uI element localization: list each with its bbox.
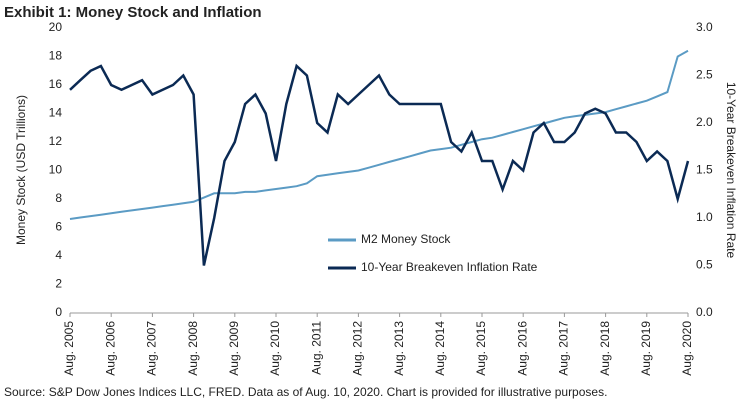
y2-tick-label: 0.5 <box>696 258 713 272</box>
x-tick-label: Aug. 2017 <box>557 321 571 376</box>
x-tick-label: Aug. 2005 <box>62 321 76 376</box>
y2-tick-label: 1.5 <box>696 163 713 177</box>
legend-label: M2 Money Stock <box>361 232 451 246</box>
x-tick-label: Aug. 2019 <box>639 321 653 376</box>
legend-label: 10-Year Breakeven Inflation Rate <box>361 260 538 274</box>
y-tick-label: 14 <box>49 106 63 120</box>
y-tick-label: 0 <box>55 305 62 319</box>
y-tick-label: 10 <box>49 163 63 177</box>
y-tick-label: 20 <box>49 20 63 34</box>
source-note: Source: S&P Dow Jones Indices LLC, FRED.… <box>4 385 607 399</box>
y2-tick-label: 2.5 <box>696 68 713 82</box>
y2-tick-label: 2.0 <box>696 115 713 129</box>
y2-tick-label: 3.0 <box>696 20 713 34</box>
y2-tick-label: 0.0 <box>696 305 713 319</box>
x-tick-label: Aug. 2006 <box>103 321 117 376</box>
x-tick-label: Aug. 2020 <box>680 321 694 376</box>
y-tick-label: 16 <box>49 77 63 91</box>
x-tick-label: Aug. 2015 <box>474 321 488 376</box>
x-tick-label: Aug. 2009 <box>227 321 241 376</box>
x-tick-label: Aug. 2014 <box>433 321 447 376</box>
y-tick-label: 4 <box>55 248 62 262</box>
chart-title: Exhibit 1: Money Stock and Inflation <box>4 4 262 21</box>
y-tick-label: 18 <box>49 49 63 63</box>
line-series <box>69 63 690 266</box>
y-tick-label: 12 <box>49 134 63 148</box>
x-tick-label: Aug. 2016 <box>515 321 529 376</box>
y2-axis-title: 10-Year Breakeven Inflation Rate <box>724 82 738 259</box>
y-tick-label: 2 <box>55 277 62 291</box>
x-tick-label: Aug. 2013 <box>392 321 406 376</box>
x-tick-label: Aug. 2011 <box>309 321 323 375</box>
y-tick-label: 6 <box>55 220 62 234</box>
x-tick-label: Aug. 2008 <box>186 321 200 376</box>
x-tick-label: Aug. 2018 <box>598 321 612 376</box>
x-tick-label: Aug. 2010 <box>268 321 282 376</box>
x-tick-label: Aug. 2007 <box>145 321 159 376</box>
y-axis-title: Money Stock (USD Trillions) <box>14 95 28 245</box>
y2-tick-label: 1.0 <box>696 210 713 224</box>
y-tick-label: 8 <box>55 191 62 205</box>
x-tick-label: Aug. 2012 <box>351 321 365 376</box>
